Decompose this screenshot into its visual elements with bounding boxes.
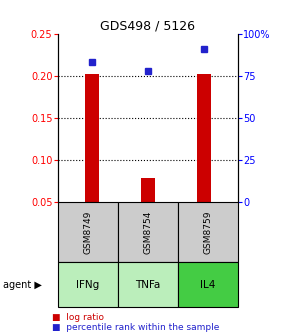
Bar	[197, 74, 211, 202]
Text: TNFa: TNFa	[135, 280, 161, 290]
Bar	[178, 202, 238, 262]
Bar	[118, 262, 178, 307]
Text: ■  percentile rank within the sample: ■ percentile rank within the sample	[52, 323, 220, 332]
Bar	[141, 178, 155, 202]
Text: IFNg: IFNg	[76, 280, 99, 290]
Bar	[58, 202, 118, 262]
Text: IL4: IL4	[200, 280, 215, 290]
Bar	[58, 262, 118, 307]
Text: GSM8749: GSM8749	[84, 210, 93, 254]
Text: agent ▶: agent ▶	[3, 280, 42, 290]
Bar	[85, 74, 99, 202]
Text: GSM8759: GSM8759	[203, 210, 212, 254]
Text: ■  log ratio: ■ log ratio	[52, 313, 104, 322]
Text: GSM8754: GSM8754	[143, 210, 153, 254]
Bar	[178, 262, 238, 307]
Bar	[118, 202, 178, 262]
Title: GDS498 / 5126: GDS498 / 5126	[100, 19, 195, 33]
